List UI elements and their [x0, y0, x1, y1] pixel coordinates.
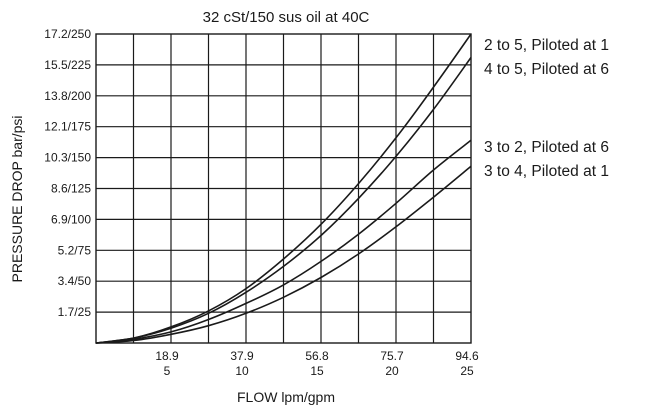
x-tick-label-lpm: 94.6 — [455, 349, 479, 363]
x-tick-label-lpm: 75.7 — [380, 349, 404, 363]
series-line-3 — [95, 139, 472, 344]
series-line-1 — [95, 33, 472, 344]
x-tick-labels: 18.95 37.910 56.815 75.720 94.625 — [155, 349, 479, 378]
y-tick-label: 12.1/175 — [44, 120, 91, 134]
series-line-4 — [95, 165, 472, 344]
y-tick-label: 5.2/75 — [58, 243, 92, 257]
x-tick-label-lpm: 37.9 — [230, 349, 254, 363]
x-axis-title: FLOW lpm/gpm — [237, 389, 335, 405]
legend-label-2: 4 to 5, Piloted at 6 — [484, 61, 609, 78]
y-tick-label: 13.8/200 — [44, 89, 91, 103]
y-axis-title: PRESSURE DROP bar/psi — [9, 115, 25, 282]
y-tick-label: 3.4/50 — [58, 274, 92, 288]
series-line-2 — [95, 57, 472, 344]
chart-title: 32 cSt/150 sus oil at 40C — [203, 9, 370, 26]
x-tick-label-gpm: 5 — [164, 364, 171, 378]
legend-label-1: 2 to 5, Piloted at 1 — [484, 37, 609, 54]
x-tick-label-lpm: 56.8 — [305, 349, 329, 363]
y-tick-label: 15.5/225 — [44, 58, 91, 72]
y-tick-label: 10.3/150 — [44, 151, 91, 165]
grid — [95, 33, 472, 344]
legend: 2 to 5, Piloted at 1 4 to 5, Piloted at 6… — [484, 37, 609, 180]
x-tick-label-gpm: 25 — [460, 364, 474, 378]
x-tick-label-lpm: 18.9 — [155, 349, 179, 363]
y-tick-labels: 1.7/25 3.4/50 5.2/75 6.9/100 8.6/125 10.3/150… — [44, 27, 91, 319]
y-tick-label: 6.9/100 — [51, 212, 91, 226]
y-tick-label: 17.2/250 — [44, 27, 91, 41]
y-tick-label: 1.7/25 — [58, 305, 92, 319]
plot-frame — [95, 33, 472, 344]
legend-label-4: 3 to 4, Piloted at 1 — [484, 163, 609, 180]
x-tick-label-gpm: 20 — [385, 364, 399, 378]
x-tick-label-gpm: 15 — [310, 364, 324, 378]
x-tick-label-gpm: 10 — [235, 364, 249, 378]
series-lines — [95, 33, 472, 344]
legend-label-3: 3 to 2, Piloted at 6 — [484, 139, 609, 156]
y-tick-label: 8.6/125 — [51, 182, 91, 196]
